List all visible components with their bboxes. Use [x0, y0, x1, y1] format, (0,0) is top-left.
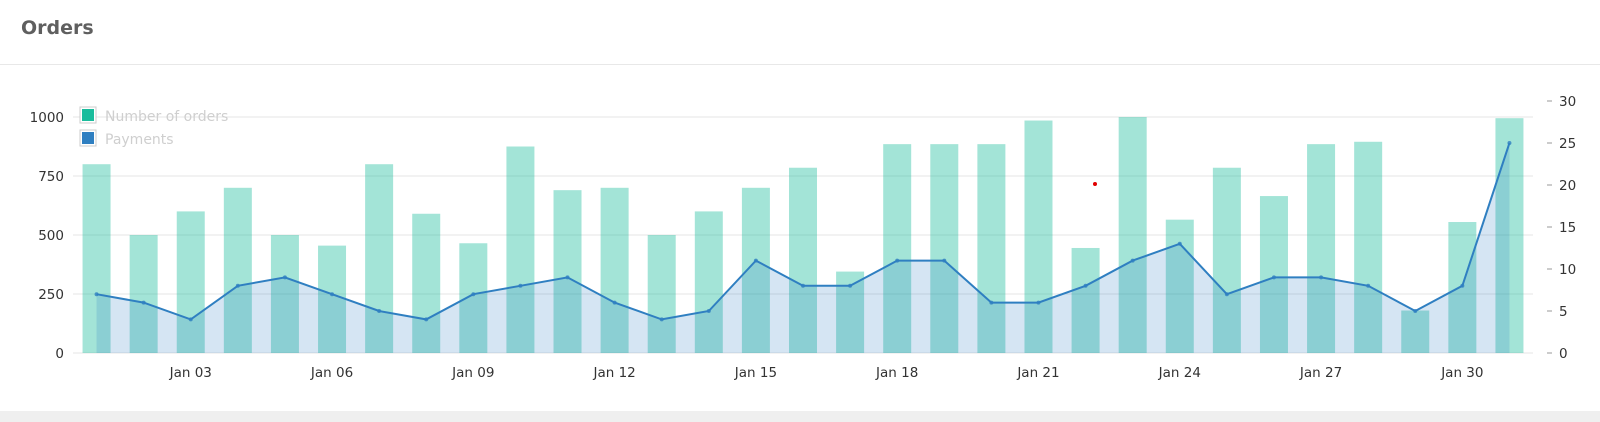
- orders-bar[interactable]: [600, 187, 629, 353]
- orders-bar[interactable]: [553, 190, 582, 353]
- payments-point[interactable]: [989, 300, 994, 305]
- payments-point[interactable]: [1083, 283, 1088, 288]
- payments-point[interactable]: [848, 283, 853, 288]
- orders-bar[interactable]: [270, 235, 299, 353]
- payments-point[interactable]: [1224, 292, 1229, 297]
- payments-point[interactable]: [1366, 283, 1371, 288]
- right-axis-tick-label: 5: [1559, 304, 1568, 320]
- payments-point[interactable]: [659, 317, 664, 322]
- legend: Number of orders Payments: [79, 106, 228, 148]
- x-axis-tick-label: Jan 18: [875, 365, 918, 381]
- payments-point[interactable]: [282, 275, 287, 280]
- page-footer-strip: [0, 411, 1600, 422]
- orders-bar[interactable]: [82, 164, 111, 353]
- orders-bar[interactable]: [1401, 310, 1430, 353]
- right-axis-tick-label: 20: [1559, 178, 1576, 194]
- right-axis-tick-label: 30: [1559, 94, 1576, 110]
- panel-header: Orders: [0, 0, 1600, 65]
- orders-bar[interactable]: [789, 167, 817, 353]
- payments-point[interactable]: [1271, 275, 1276, 280]
- orders-bar[interactable]: [1118, 117, 1147, 353]
- right-axis-tick-label: 25: [1559, 136, 1576, 152]
- payments-point[interactable]: [1319, 275, 1324, 280]
- orders-bar[interactable]: [1354, 141, 1383, 353]
- payments-point[interactable]: [471, 292, 476, 297]
- right-axis-tick-label: 0: [1559, 346, 1568, 362]
- x-axis-tick-label: Jan 21: [1016, 365, 1059, 381]
- cursor-dot: [1093, 182, 1097, 186]
- left-axis-tick-label: 250: [38, 287, 64, 303]
- orders-bar[interactable]: [694, 211, 723, 353]
- orders-bar[interactable]: [1024, 120, 1053, 353]
- payments-area-fill: [96, 143, 1510, 353]
- legend-item-payments[interactable]: Payments: [79, 129, 174, 148]
- orders-bar[interactable]: [1071, 247, 1100, 353]
- payments-point[interactable]: [1460, 283, 1465, 288]
- x-axis-tick-label: Jan 12: [592, 365, 635, 381]
- left-axis-tick-label: 750: [38, 169, 64, 185]
- legend-label-payments: Payments: [105, 132, 174, 148]
- right-axis: 0 5 10 15 20 25 30: [1547, 94, 1576, 362]
- orders-bar[interactable]: [223, 187, 252, 353]
- orders-bar[interactable]: [1259, 196, 1288, 353]
- left-axis: 0 250 500 750 1000: [30, 110, 64, 362]
- x-axis-tick-label: Jan 24: [1158, 365, 1201, 381]
- payments-point[interactable]: [188, 317, 193, 322]
- panel-title: Orders: [21, 17, 94, 39]
- payments-point[interactable]: [94, 292, 99, 297]
- payments-point[interactable]: [612, 300, 617, 305]
- left-axis-tick-label: 1000: [30, 110, 64, 126]
- orders-bar[interactable]: [176, 211, 205, 353]
- x-axis-tick-label: Jan 09: [451, 365, 494, 381]
- payments-point[interactable]: [330, 292, 335, 297]
- x-axis-tick-label: Jan 30: [1440, 365, 1483, 381]
- legend-swatch-orders: [82, 109, 94, 121]
- payments-point[interactable]: [565, 275, 570, 280]
- payments-point[interactable]: [377, 309, 382, 313]
- left-axis-tick-label: 0: [55, 346, 64, 362]
- x-axis: Jan 03 Jan 06 Jan 09 Jan 12 Jan 15 Jan 18 Jan …: [169, 365, 1484, 381]
- orders-bar[interactable]: [129, 235, 158, 353]
- orders-bar[interactable]: [1495, 118, 1524, 354]
- orders-bar[interactable]: [412, 213, 441, 353]
- x-axis-tick-label: Jan 15: [734, 365, 777, 381]
- legend-item-orders[interactable]: Number of orders: [79, 106, 228, 125]
- orders-bar[interactable]: [506, 146, 535, 354]
- payments-point[interactable]: [801, 283, 805, 288]
- orders-bar[interactable]: [318, 245, 347, 353]
- payments-point[interactable]: [706, 309, 711, 313]
- left-axis-tick-label: 500: [38, 228, 64, 244]
- orders-bar[interactable]: [977, 144, 1006, 353]
- payments-point[interactable]: [1507, 141, 1512, 145]
- right-axis-tick-label: 10: [1559, 262, 1576, 278]
- legend-swatch-payments: [82, 132, 94, 144]
- payments-point[interactable]: [141, 300, 146, 305]
- orders-bar[interactable]: [647, 235, 676, 353]
- orders-bar[interactable]: [1212, 167, 1241, 353]
- orders-bar[interactable]: [1307, 144, 1336, 353]
- payments-point[interactable]: [235, 283, 240, 288]
- payments-area: [94, 141, 1512, 353]
- payments-point[interactable]: [1036, 300, 1041, 305]
- payments-point[interactable]: [895, 258, 900, 263]
- orders-bar[interactable]: [930, 144, 959, 353]
- orders-panel: Orders 0 250 500 750 1000 0 5 10 15 20 25 30 Jan 0…: [0, 0, 1600, 411]
- orders-bar[interactable]: [365, 164, 394, 353]
- payments-point[interactable]: [1413, 309, 1418, 313]
- x-axis-tick-label: Jan 27: [1299, 365, 1342, 381]
- legend-label-orders: Number of orders: [105, 109, 228, 125]
- payments-point[interactable]: [424, 317, 429, 322]
- x-axis-tick-label: Jan 06: [310, 365, 353, 381]
- payments-point[interactable]: [942, 258, 947, 263]
- orders-bar[interactable]: [883, 144, 912, 353]
- right-axis-tick-label: 15: [1559, 220, 1576, 236]
- payments-point[interactable]: [753, 258, 758, 263]
- payments-point[interactable]: [1177, 241, 1182, 246]
- payments-point[interactable]: [518, 283, 523, 288]
- x-axis-tick-label: Jan 03: [169, 365, 212, 381]
- orders-bars: [82, 117, 1524, 354]
- payments-point[interactable]: [1130, 258, 1135, 263]
- orders-chart: 0 250 500 750 1000 0 5 10 15 20 25 30 Jan 03 Jan 06…: [30, 94, 1577, 381]
- grid-lines: [73, 116, 1533, 354]
